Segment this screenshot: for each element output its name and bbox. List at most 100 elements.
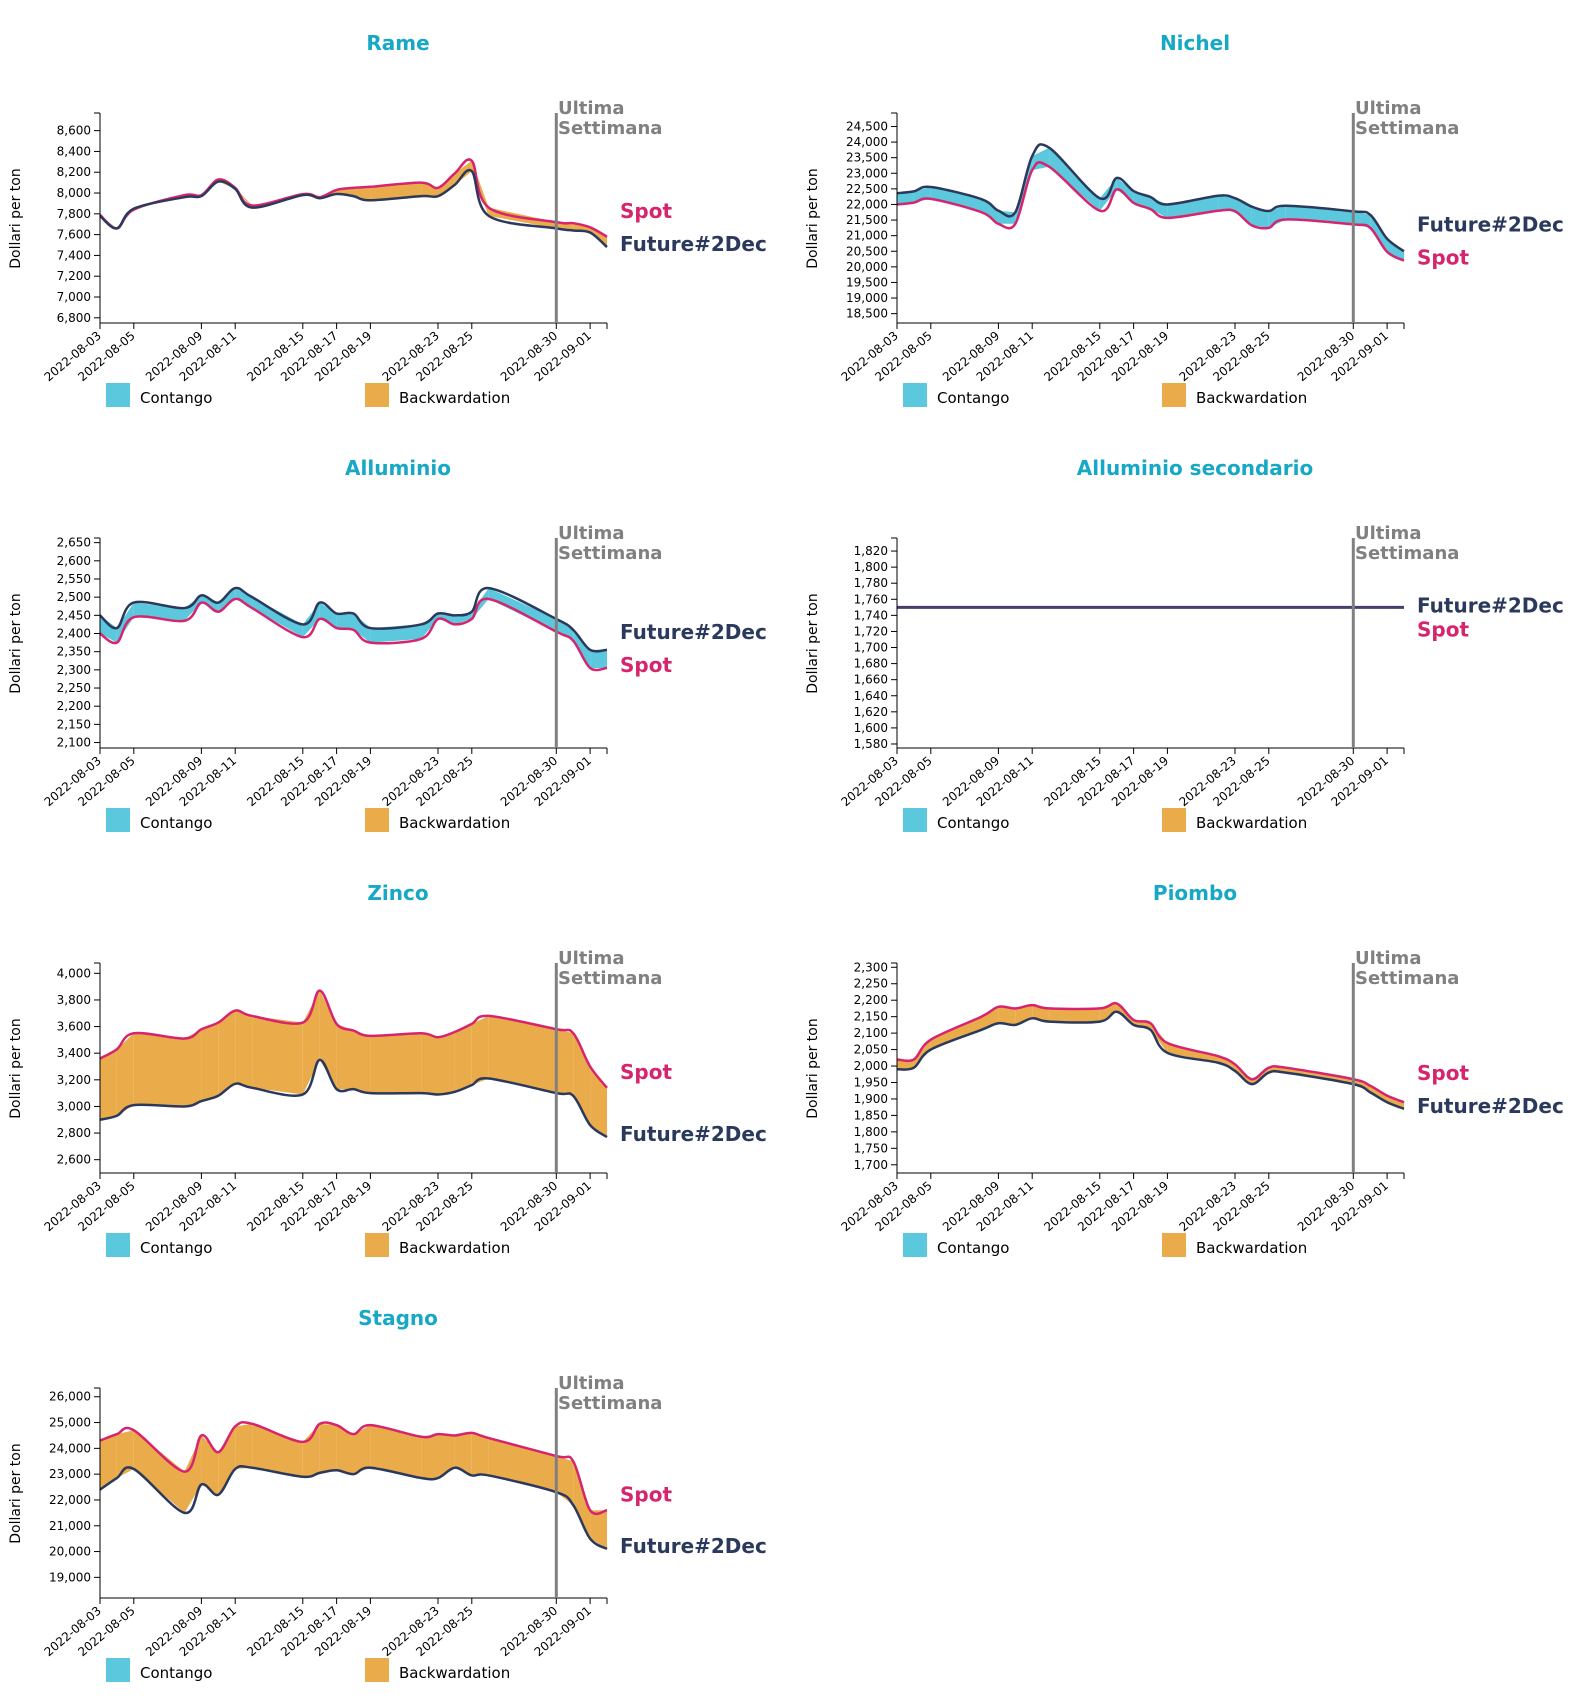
backwardation-area (336, 1425, 354, 1475)
y-tick-label: 18,500 (846, 307, 888, 321)
series-line-spot (99, 989, 608, 1089)
y-tick-label: 1,600 (854, 721, 888, 735)
marker-label-line2: Settimana (558, 118, 662, 139)
y-tick-label: 7,800 (57, 207, 91, 221)
contango-area (218, 588, 236, 612)
backwardation-area (235, 1423, 253, 1469)
y-tick-label: 2,600 (57, 554, 91, 568)
backwardation-area (116, 1430, 134, 1479)
y-tick-label: 2,200 (854, 993, 888, 1007)
y-tick-label: 1,800 (854, 560, 888, 574)
marker-label-line1: Ultima (1355, 948, 1421, 969)
end-label-future: Future#2Dec (1417, 213, 1564, 237)
chart-panel-zinco: Zinco 2,600 2,800 3,000 3,200 3,400 3,600 3,800… (8, 881, 767, 1257)
y-tick-label: 2,150 (854, 1010, 888, 1024)
y-tick-label: 2,600 (57, 1153, 91, 1167)
y-tick-label: 24,500 (846, 119, 888, 133)
y-tick-label: 1,700 (854, 641, 888, 655)
y-axis-label: Dollari per ton (805, 593, 821, 693)
marker-label-line1: Ultima (558, 1373, 624, 1394)
marker-label-line2: Settimana (1355, 118, 1459, 139)
contango-area (353, 613, 371, 643)
y-tick-label: 2,100 (57, 736, 91, 750)
y-tick-label: 19,500 (846, 275, 888, 289)
legend-swatch-backwardation (365, 808, 389, 832)
contango-area (1218, 195, 1235, 212)
chart-panel-stagno: Stagno 19,000 20,000 21,000 22,000 23,000 24,0… (8, 1306, 767, 1682)
y-tick-label: 2,150 (57, 717, 91, 731)
marker-label-line2: Settimana (1355, 543, 1459, 564)
y-tick-label: 1,820 (854, 544, 888, 558)
y-tick-label: 1,760 (854, 592, 888, 606)
legend-label-contango: Contango (140, 1239, 212, 1257)
y-tick-label: 3,600 (57, 1020, 91, 1034)
backwardation-area (353, 1425, 371, 1475)
y-tick-label: 2,200 (57, 699, 91, 713)
y-tick-label: 2,400 (57, 627, 91, 641)
y-tick-label: 1,640 (854, 689, 888, 703)
y-tick-label: 22,000 (846, 197, 888, 211)
chart-title: Alluminio (345, 456, 451, 480)
y-tick-label: 7,400 (57, 248, 91, 262)
y-tick-label: 23,000 (49, 1467, 91, 1481)
y-tick-label: 1,800 (854, 1125, 888, 1139)
backwardation-area (421, 182, 438, 197)
contango-area (184, 595, 202, 621)
legend-label-contango: Contango (937, 814, 1009, 832)
y-axis-label: Dollari per ton (8, 1443, 24, 1543)
legend-swatch-contango (106, 808, 130, 832)
y-axis-label: Dollari per ton (8, 1018, 24, 1118)
y-tick-label: 1,900 (854, 1092, 888, 1106)
chart-title: Stagno (358, 1306, 438, 1330)
marker-label-line2: Settimana (558, 968, 662, 989)
y-tick-label: 7,200 (57, 269, 91, 283)
backwardation-area (100, 1049, 117, 1120)
legend-swatch-backwardation (1162, 383, 1186, 407)
marker-label-line2: Settimana (558, 1393, 662, 1414)
backwardation-area (1387, 1095, 1404, 1109)
legend-label-contango: Contango (140, 389, 212, 407)
legend-label-backwardation: Backwardation (399, 814, 510, 832)
legend-swatch-contango (106, 383, 130, 407)
backwardation-area (133, 1033, 185, 1107)
marker-label-line2: Settimana (1355, 968, 1459, 989)
y-tick-label: 2,000 (854, 1059, 888, 1073)
legend-swatch-contango (903, 383, 927, 407)
contango-area (488, 588, 557, 632)
end-label-future: Future#2Dec (620, 232, 767, 256)
legend-swatch-backwardation (365, 383, 389, 407)
series-line-spot (896, 161, 1405, 262)
contango-area (336, 613, 354, 630)
y-tick-label: 2,550 (57, 572, 91, 586)
backwardation-area (454, 1432, 472, 1476)
backwardation-area (184, 1029, 202, 1107)
backwardation-area (438, 1434, 455, 1479)
y-tick-label: 22,000 (49, 1493, 91, 1507)
chart-title: Zinco (367, 881, 428, 905)
chart-title: Rame (366, 31, 429, 55)
y-tick-label: 19,000 (846, 291, 888, 305)
backwardation-area (488, 1015, 557, 1094)
series-line-spot (896, 1001, 1405, 1104)
backwardation-area (302, 1423, 320, 1477)
end-label-spot: Spot (1417, 617, 1469, 641)
legend-label-contango: Contango (937, 1239, 1009, 1257)
backwardation-area (1370, 1085, 1388, 1103)
backwardation-area (471, 1432, 489, 1476)
backwardation-area (235, 1010, 253, 1088)
end-label-spot: Spot (620, 1060, 672, 1084)
legend-label-contango: Contango (937, 389, 1009, 407)
y-tick-label: 1,580 (854, 737, 888, 751)
series-line-future (896, 1010, 1405, 1110)
y-tick-label: 23,000 (846, 166, 888, 180)
y-tick-label: 23,500 (846, 151, 888, 165)
y-tick-label: 25,000 (49, 1416, 91, 1430)
marker-label-line1: Ultima (1355, 98, 1421, 119)
backwardation-area (218, 1426, 236, 1495)
end-label-spot: Spot (620, 199, 672, 223)
y-tick-label: 2,450 (57, 608, 91, 622)
backwardation-area (590, 1510, 607, 1549)
end-label-spot: Spot (620, 653, 672, 677)
backwardation-area (573, 1461, 591, 1539)
